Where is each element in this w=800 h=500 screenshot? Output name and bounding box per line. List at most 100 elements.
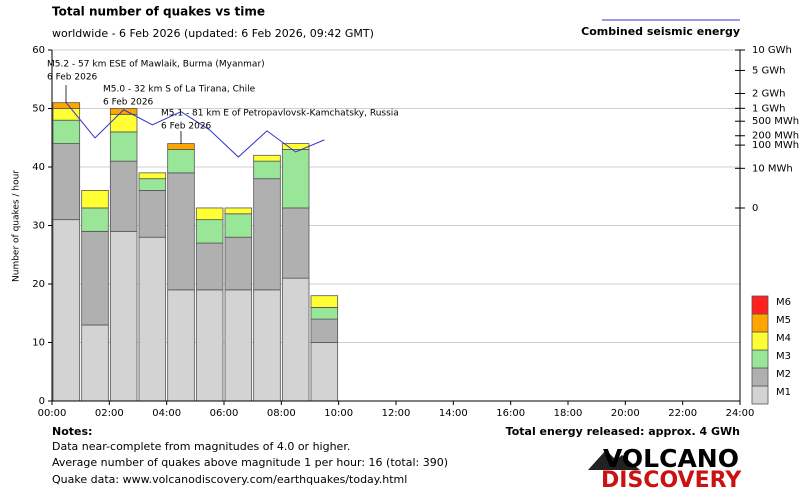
bar-segment	[281, 277, 310, 402]
chart-title: Total number of quakes vs time	[52, 5, 265, 19]
annotation: M5.1 - 81 km E of Petropavlovsk-Kamchats…	[161, 109, 399, 119]
bar-segment	[52, 119, 81, 144]
annotation: M5.2 - 57 km ESE of Mawlaik, Burma (Myan…	[47, 60, 265, 70]
bar-segment	[52, 143, 81, 221]
annotation-date: 6 Feb 2026	[161, 122, 212, 132]
bar-segment	[281, 207, 310, 279]
bar-segment	[195, 219, 224, 244]
total-energy: Total energy released: approx. 4 GWh	[506, 425, 740, 438]
logo-text: DISCOVERY	[601, 468, 742, 493]
y-tick-label: 30	[32, 221, 45, 232]
note: Quake data: www.volcanodiscovery.com/ear…	[52, 473, 407, 486]
y2-tick-label: 0	[752, 203, 758, 214]
bar-segment	[109, 160, 138, 232]
legend-swatch	[751, 385, 769, 405]
bar-segment	[224, 289, 253, 402]
bar-segment	[138, 172, 167, 180]
bar-segment	[310, 342, 339, 402]
y2-tick-label: 10 MWh	[752, 163, 793, 174]
bar-segment	[81, 207, 109, 232]
x-tick-label: 22:00	[668, 408, 697, 419]
x-tick-label: 04:00	[152, 408, 181, 419]
bar-segment	[167, 289, 195, 402]
x-tick-label: 14:00	[439, 408, 468, 419]
bar-segment	[253, 178, 281, 291]
bar-segment	[253, 289, 281, 402]
bar-segment	[167, 143, 195, 150]
x-tick-label: 16:00	[496, 408, 525, 419]
bar-segment	[195, 207, 224, 221]
y2-tick-label: 5 GWh	[752, 65, 786, 76]
x-tick-label: 06:00	[210, 408, 239, 419]
bar-segment	[81, 230, 109, 326]
chart-subtitle: worldwide - 6 Feb 2026 (updated: 6 Feb 2…	[52, 27, 374, 40]
energy-line	[65, 102, 325, 158]
bar-segment	[138, 236, 167, 402]
note: Average number of quakes above magnitude…	[52, 456, 448, 469]
legend-swatch	[751, 367, 769, 387]
bar-segment	[310, 306, 339, 320]
legend-label: Combined seismic energy	[581, 25, 740, 38]
y2-tick-label: 200 MWh	[752, 131, 799, 142]
bar-segment	[81, 189, 109, 209]
y2-tick-label: 1 GWh	[752, 103, 786, 114]
y-tick-label: 50	[32, 104, 45, 115]
y-tick-label: 20	[32, 279, 45, 290]
x-tick-label: 08:00	[267, 408, 296, 419]
y-tick-label: 40	[32, 162, 45, 173]
x-tick-label: 12:00	[382, 408, 411, 419]
y-tick-label: 0	[39, 396, 45, 407]
logo-text: VOLCANO	[603, 444, 739, 473]
bar-segment	[195, 289, 224, 402]
y-tick-label: 10	[32, 338, 45, 349]
bar-segment	[253, 160, 281, 180]
legend-label: M2	[776, 369, 791, 380]
bar-segment	[253, 154, 281, 162]
x-tick-label: 02:00	[95, 408, 124, 419]
x-tick-label: 00:00	[38, 408, 67, 419]
bar-segment	[310, 318, 339, 343]
note: Data near-complete from magnitudes of 4.…	[52, 440, 350, 453]
bar-segment	[195, 242, 224, 291]
x-tick-label: 24:00	[726, 408, 755, 419]
y2-tick-label: 10 GWh	[752, 45, 792, 56]
bar-segment	[224, 207, 253, 215]
legend-swatch	[751, 295, 769, 315]
bar-segment	[138, 189, 167, 238]
bar-segment	[224, 236, 253, 291]
y-axis-label: Number of quakes / hour	[12, 170, 22, 282]
bar-segment	[138, 178, 167, 191]
legend-label: M5	[776, 315, 791, 326]
logo-icon	[588, 450, 640, 470]
x-tick-label: 20:00	[611, 408, 640, 419]
bar-segment	[167, 149, 195, 174]
bar-segment	[109, 230, 138, 402]
x-tick-label: 18:00	[554, 408, 583, 419]
bar-segment	[109, 131, 138, 162]
legend-label: M1	[776, 387, 791, 398]
bar-segment	[167, 172, 195, 291]
annotation-date: 6 Feb 2026	[47, 73, 98, 83]
legend-swatch	[751, 331, 769, 351]
annotation: M5.0 - 32 km S of La Tirana, Chile	[103, 85, 256, 95]
bar-segment	[81, 324, 109, 402]
legend-swatch	[751, 313, 769, 333]
notes-title: Notes:	[52, 425, 92, 438]
annotation-date: 6 Feb 2026	[103, 98, 154, 108]
bar-segment	[281, 149, 310, 209]
bar-segment	[310, 295, 339, 308]
y-tick-label: 60	[32, 45, 45, 56]
legend-label: M4	[776, 333, 791, 344]
y2-tick-label: 2 GWh	[752, 88, 786, 99]
bar-segment	[109, 108, 138, 115]
legend-label: M6	[776, 297, 791, 308]
legend-label: M3	[776, 351, 791, 362]
bar-segment	[224, 213, 253, 238]
legend-swatch	[751, 349, 769, 369]
bar-segment	[52, 219, 81, 402]
y2-tick-label: 100 MWh	[752, 140, 799, 151]
x-tick-label: 10:00	[324, 408, 353, 419]
y2-tick-label: 500 MWh	[752, 116, 799, 127]
bar-segment	[109, 113, 138, 133]
